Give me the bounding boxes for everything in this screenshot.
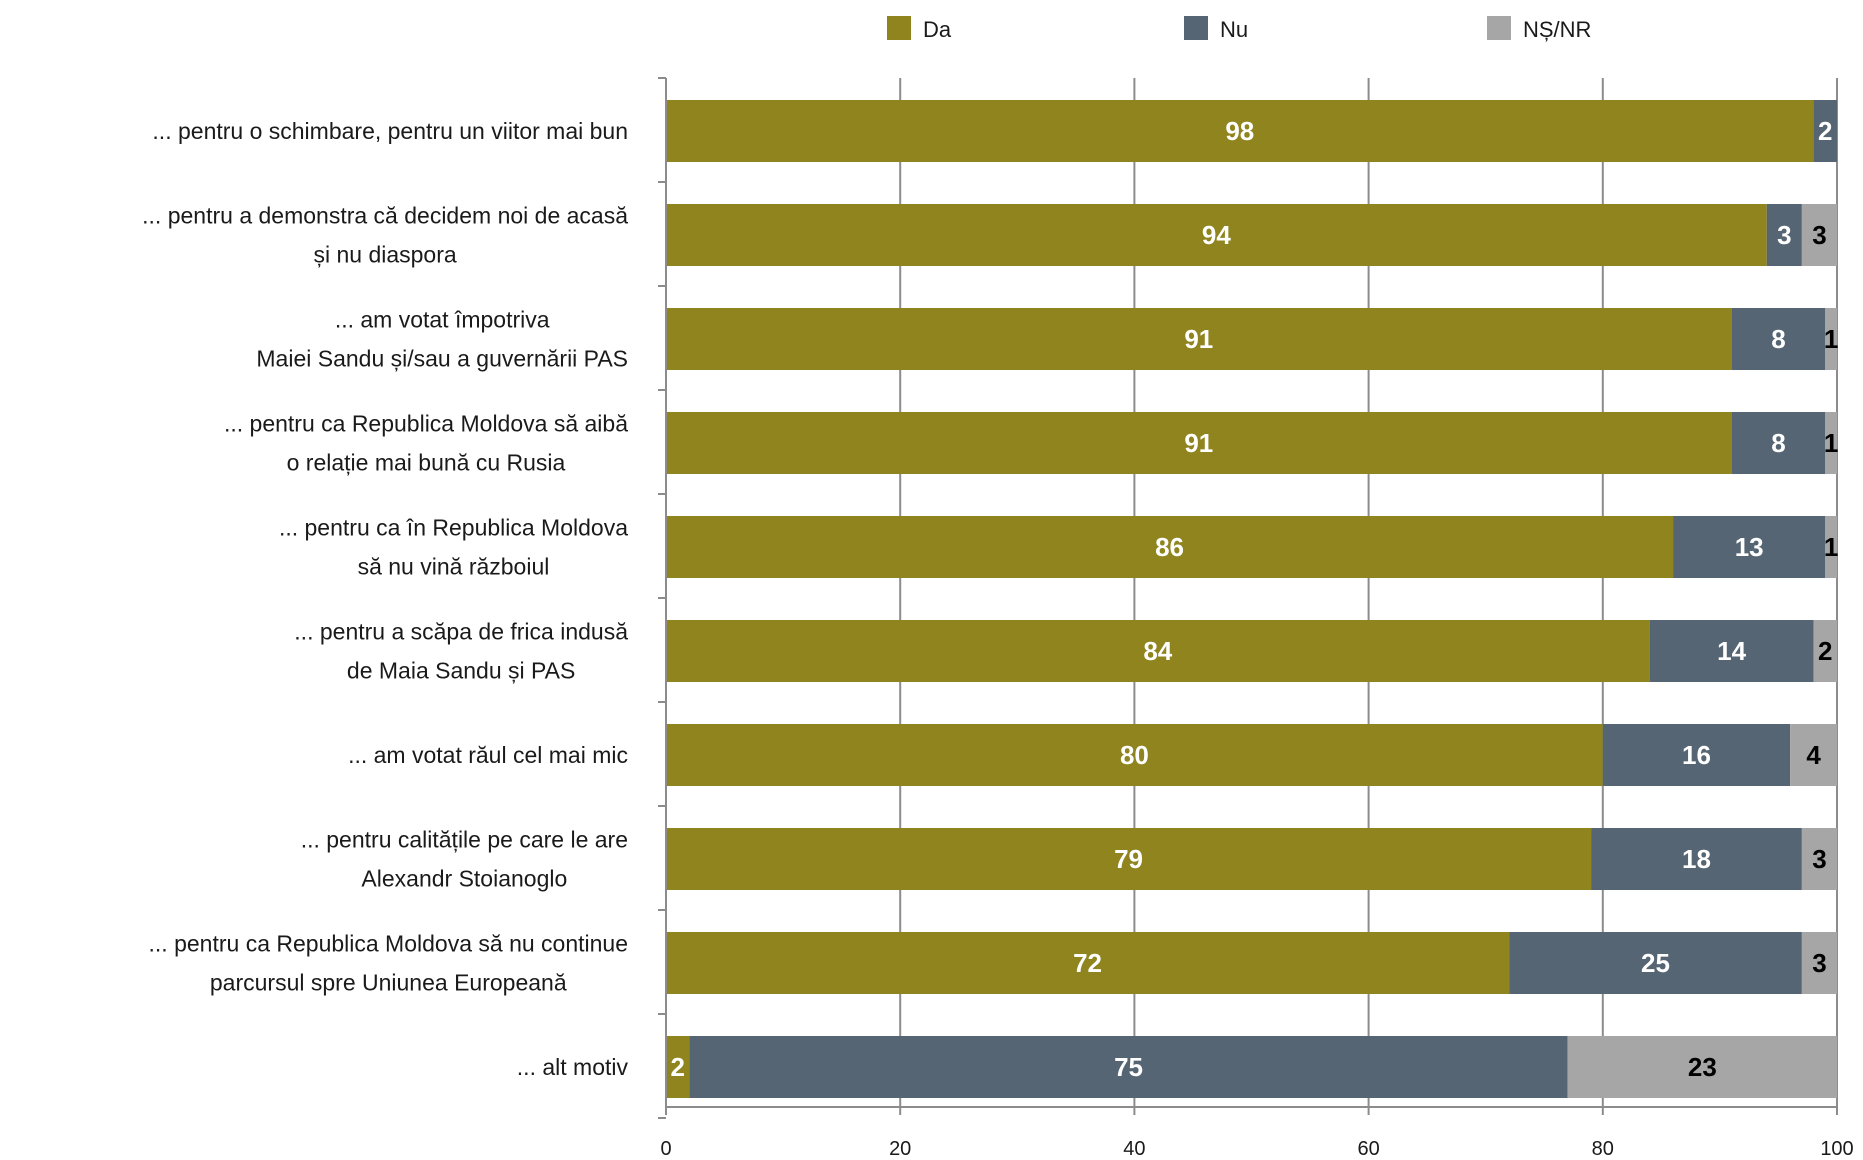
x-tick-label-1: 20: [889, 1138, 911, 1160]
category-label-3-1: o relație mai bună cu Rusia: [287, 450, 566, 476]
value-label-7-2: 3: [1812, 844, 1826, 874]
value-label-1-1: 3: [1777, 220, 1791, 250]
category-label-0-0: ... pentru o schimbare, pentru un viitor…: [152, 118, 628, 144]
value-label-9-2: 23: [1688, 1052, 1717, 1082]
bar-1-2: [1801, 204, 1837, 266]
legend-swatch-2: [1487, 16, 1511, 40]
category-label-4-1: să nu vină războiul: [358, 554, 550, 580]
legend: Da Nu NȘ/NR: [887, 16, 1591, 42]
value-label-3-2: 1: [1824, 428, 1838, 458]
bar-2-1: [1731, 308, 1826, 370]
bar-7-1: [1591, 828, 1802, 890]
value-label-5-2: 2: [1818, 636, 1832, 666]
value-label-6-1: 16: [1682, 740, 1711, 770]
bar-6-0: [666, 724, 1603, 786]
category-label-3-0: ... pentru ca Republica Moldova să aibă: [224, 411, 628, 437]
category-label-2-1: Maiei Sandu și/sau a guvernării PAS: [256, 346, 628, 372]
legend-swatch-0: [887, 16, 911, 40]
value-label-8-2: 3: [1812, 948, 1826, 978]
bar-7-0: [666, 828, 1592, 890]
bar-6-1: [1602, 724, 1791, 786]
bar-4-1: [1673, 516, 1826, 578]
value-label-6-0: 80: [1120, 740, 1149, 770]
x-tick-label-2: 40: [1123, 1138, 1145, 1160]
category-label-8-0: ... pentru ca Republica Moldova să nu co…: [149, 931, 628, 957]
category-label-2-0: ... am votat împotriva: [335, 307, 550, 333]
bar-2-0: [666, 308, 1732, 370]
value-label-9-1: 75: [1114, 1052, 1143, 1082]
value-label-4-0: 86: [1155, 532, 1184, 562]
bar-8-0: [666, 932, 1510, 994]
bar-5-0: [666, 620, 1650, 682]
legend-label-1: Nu: [1220, 17, 1248, 42]
bar-1-1: [1766, 204, 1802, 266]
category-label-5-1: de Maia Sandu și PAS: [347, 658, 575, 684]
bars: 98 294 3 391 8 191 8 186 13 184 14 280 16 479 18 372 25 3…: [666, 100, 1838, 1098]
bar-9-2: [1567, 1036, 1837, 1098]
value-label-2-2: 1: [1824, 324, 1838, 354]
bar-0-0: [666, 100, 1814, 162]
bar-9-0: [666, 1036, 690, 1098]
value-label-0-0: 98: [1225, 116, 1254, 146]
value-label-4-2: 1: [1824, 532, 1838, 562]
value-label-3-0: 91: [1184, 428, 1213, 458]
x-tick-label-5: 100: [1820, 1138, 1853, 1160]
bar-4-2: [1825, 516, 1837, 578]
value-label-9-0: 2: [670, 1052, 684, 1082]
value-label-7-1: 18: [1682, 844, 1711, 874]
category-labels: ... pentru o schimbare, pentru un viitor…: [142, 118, 628, 1080]
value-label-4-1: 13: [1735, 532, 1764, 562]
bar-0-1: [1813, 100, 1837, 162]
x-tick-label-3: 60: [1357, 1138, 1379, 1160]
value-label-2-0: 91: [1184, 324, 1213, 354]
category-label-1-0: ... pentru a demonstra că decidem noi de…: [142, 203, 628, 229]
bar-3-1: [1731, 412, 1826, 474]
x-tick-label-0: 0: [660, 1138, 671, 1160]
value-label-5-1: 14: [1717, 636, 1746, 666]
bar-5-2: [1813, 620, 1837, 682]
category-label-1-1: și nu diaspora: [313, 242, 456, 268]
value-label-7-0: 79: [1114, 844, 1143, 874]
bar-6-2: [1790, 724, 1837, 786]
category-label-6-0: ... am votat răul cel mai mic: [348, 742, 628, 768]
value-label-8-1: 25: [1641, 948, 1670, 978]
bar-9-1: [689, 1036, 1568, 1098]
bar-7-2: [1801, 828, 1837, 890]
value-label-2-1: 8: [1771, 324, 1785, 354]
x-tick-label-4: 80: [1592, 1138, 1614, 1160]
bar-2-2: [1825, 308, 1837, 370]
category-label-7-1: Alexandr Stoianoglo: [361, 866, 567, 892]
value-label-0-1: 2: [1818, 116, 1832, 146]
value-label-6-2: 4: [1806, 740, 1821, 770]
value-label-8-0: 72: [1073, 948, 1102, 978]
bar-3-0: [666, 412, 1732, 474]
category-label-7-0: ... pentru calitățile pe care le are: [301, 827, 628, 853]
bar-8-2: [1801, 932, 1837, 994]
legend-swatch-1: [1184, 16, 1208, 40]
category-label-5-0: ... pentru a scăpa de frica indusă: [294, 619, 628, 645]
bar-4-0: [666, 516, 1674, 578]
value-label-5-0: 84: [1143, 636, 1172, 666]
category-label-9-0: ... alt motiv: [517, 1054, 629, 1080]
axis: 0 20 40 60 80 100: [658, 77, 1854, 1160]
legend-label-2: NȘ/NR: [1523, 17, 1591, 42]
value-label-1-2: 3: [1812, 220, 1826, 250]
bar-1-0: [666, 204, 1767, 266]
value-label-1-0: 94: [1202, 220, 1231, 250]
bar-3-2: [1825, 412, 1837, 474]
bar-5-1: [1649, 620, 1814, 682]
category-label-4-0: ... pentru ca în Republica Moldova: [279, 515, 628, 541]
legend-label-0: Da: [923, 17, 952, 42]
category-label-8-1: parcursul spre Uniunea Europeană: [210, 970, 567, 996]
value-label-3-1: 8: [1771, 428, 1785, 458]
bar-8-1: [1509, 932, 1802, 994]
